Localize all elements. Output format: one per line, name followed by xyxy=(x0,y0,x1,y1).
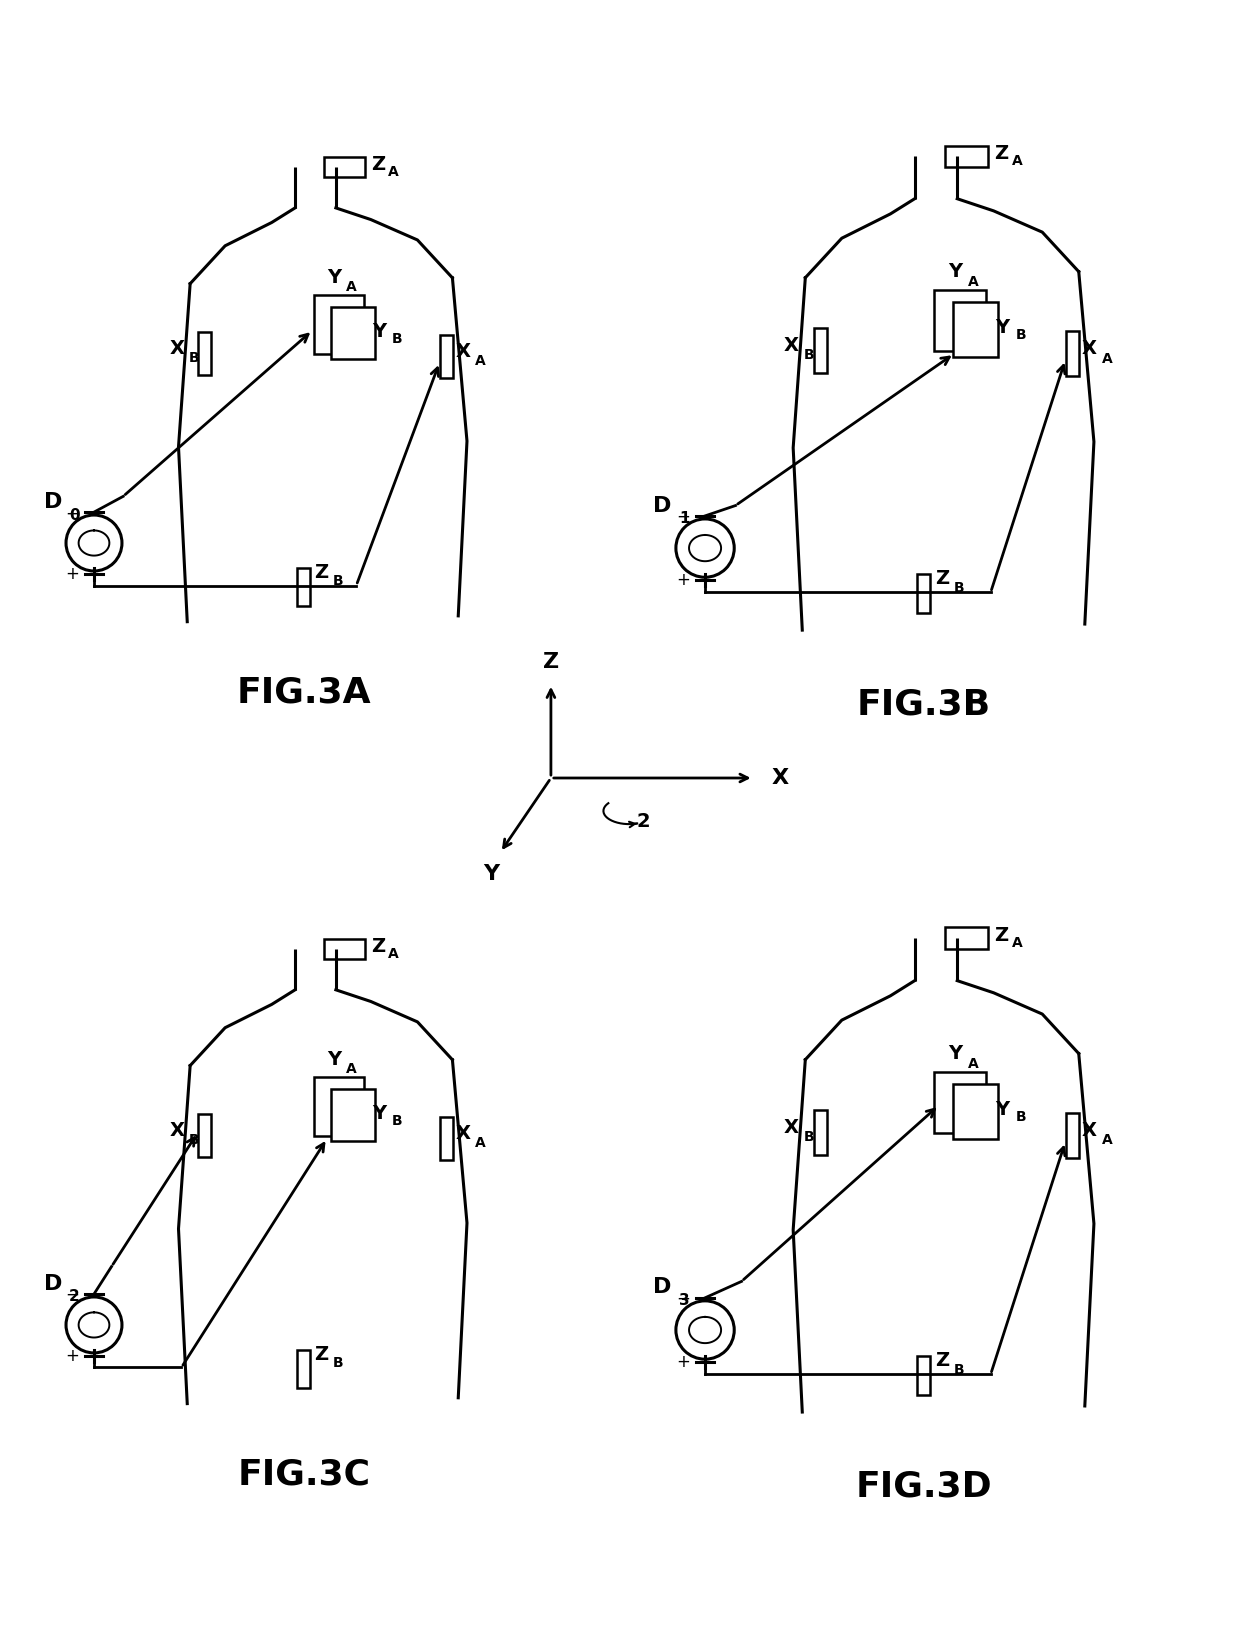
Bar xyxy=(324,156,365,178)
Text: A: A xyxy=(388,165,399,179)
Text: A: A xyxy=(1012,155,1023,168)
Text: A: A xyxy=(968,1057,978,1070)
Text: A: A xyxy=(346,1062,357,1077)
Text: B: B xyxy=(188,352,200,365)
Text: X: X xyxy=(773,767,789,788)
Text: B: B xyxy=(955,1362,965,1377)
Text: FIG.3B: FIG.3B xyxy=(857,687,991,722)
Text: $-$: $-$ xyxy=(66,503,79,521)
Text: D: D xyxy=(43,492,62,512)
Bar xyxy=(813,1109,827,1155)
Text: B: B xyxy=(804,1131,815,1145)
Text: A: A xyxy=(388,946,399,961)
Text: X: X xyxy=(170,339,185,358)
Bar xyxy=(952,301,998,357)
Text: B: B xyxy=(332,573,343,588)
Bar xyxy=(813,327,827,373)
Text: A: A xyxy=(1102,1134,1112,1147)
Text: A: A xyxy=(346,280,357,295)
Text: $-$: $-$ xyxy=(676,507,689,525)
Text: A: A xyxy=(475,1135,485,1150)
Text: Y: Y xyxy=(996,1100,1009,1119)
Text: Z: Z xyxy=(371,937,384,956)
Bar xyxy=(440,334,453,378)
Text: 3: 3 xyxy=(680,1293,689,1308)
Text: B: B xyxy=(188,1134,200,1147)
Text: D: D xyxy=(653,495,672,515)
Text: Z: Z xyxy=(935,1350,949,1370)
Text: Y: Y xyxy=(949,1044,962,1062)
Text: B: B xyxy=(955,580,965,595)
Text: Y: Y xyxy=(372,323,387,340)
Bar xyxy=(298,1350,310,1388)
Text: A: A xyxy=(1102,352,1112,365)
Text: X: X xyxy=(1081,339,1096,358)
Text: B: B xyxy=(392,1114,403,1127)
Bar xyxy=(935,290,986,350)
Text: $-$: $-$ xyxy=(66,1285,79,1303)
Text: X: X xyxy=(784,1117,799,1137)
Bar xyxy=(440,1116,453,1160)
Text: B: B xyxy=(804,349,815,363)
Text: Z: Z xyxy=(993,925,1008,945)
Bar xyxy=(918,573,930,614)
Text: Y: Y xyxy=(949,262,962,280)
Text: $+$: $+$ xyxy=(66,1347,79,1365)
Text: $-$: $-$ xyxy=(676,1289,689,1306)
Bar xyxy=(331,1088,376,1142)
Text: 1: 1 xyxy=(680,512,689,526)
Bar xyxy=(1066,1113,1079,1158)
Text: B: B xyxy=(392,332,403,345)
Bar xyxy=(945,145,987,166)
Text: X: X xyxy=(455,342,470,362)
Text: Z: Z xyxy=(935,569,949,588)
Text: FIG.3A: FIG.3A xyxy=(237,674,371,709)
Text: $+$: $+$ xyxy=(676,572,689,590)
Text: 2: 2 xyxy=(636,811,650,831)
Text: D: D xyxy=(653,1277,672,1297)
Bar xyxy=(314,295,363,353)
Text: FIG.3D: FIG.3D xyxy=(856,1469,992,1504)
Text: X: X xyxy=(1081,1121,1096,1140)
Text: Y: Y xyxy=(996,318,1009,337)
Text: X: X xyxy=(455,1124,470,1144)
Text: $+$: $+$ xyxy=(676,1354,689,1372)
Text: Y: Y xyxy=(327,1049,341,1069)
Bar xyxy=(331,306,376,360)
Bar xyxy=(324,938,365,959)
Text: A: A xyxy=(1012,937,1023,950)
Bar xyxy=(198,332,211,375)
Bar xyxy=(918,1355,930,1396)
Text: Y: Y xyxy=(372,1104,387,1122)
Text: 2: 2 xyxy=(68,1290,79,1305)
Text: Z: Z xyxy=(314,1344,329,1363)
Text: Z: Z xyxy=(993,143,1008,163)
Text: Y: Y xyxy=(327,267,341,287)
Text: Z: Z xyxy=(543,652,559,673)
Text: Z: Z xyxy=(314,562,329,582)
Bar xyxy=(1066,331,1079,376)
Text: X: X xyxy=(784,336,799,355)
Text: A: A xyxy=(968,275,978,288)
Text: Y: Y xyxy=(482,865,500,885)
Text: B: B xyxy=(1016,1111,1027,1124)
Text: X: X xyxy=(170,1121,185,1140)
Bar xyxy=(298,569,310,606)
Bar xyxy=(935,1072,986,1132)
Text: A: A xyxy=(475,353,485,368)
Bar xyxy=(314,1077,363,1135)
Text: 0: 0 xyxy=(68,508,79,523)
Bar xyxy=(198,1114,211,1157)
Text: D: D xyxy=(43,1274,62,1293)
Text: FIG.3C: FIG.3C xyxy=(237,1456,371,1491)
Text: $+$: $+$ xyxy=(66,565,79,583)
Bar xyxy=(952,1083,998,1139)
Text: B: B xyxy=(332,1355,343,1370)
Text: Z: Z xyxy=(371,155,384,174)
Bar xyxy=(945,927,987,948)
Text: B: B xyxy=(1016,329,1027,342)
